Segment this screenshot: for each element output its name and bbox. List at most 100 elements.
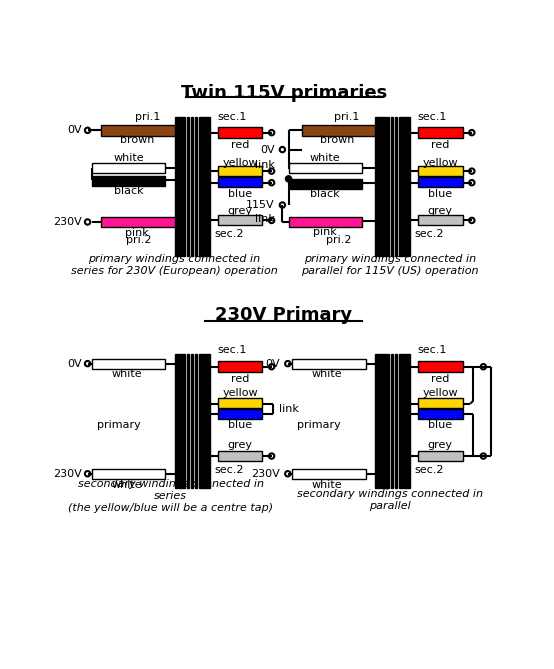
Text: secondary windings connected in
series
(the yellow/blue will be a centre tap): secondary windings connected in series (… — [68, 480, 273, 512]
Text: 230V Primary: 230V Primary — [216, 306, 352, 324]
Text: red: red — [231, 374, 249, 384]
Text: red: red — [431, 140, 449, 150]
Text: grey: grey — [428, 206, 453, 216]
Text: 0V: 0V — [67, 359, 81, 369]
Text: secondary windings connected in
parallel: secondary windings connected in parallel — [297, 489, 483, 510]
Text: white: white — [113, 153, 143, 163]
Text: primary: primary — [297, 420, 341, 430]
Bar — [218, 361, 263, 372]
Bar — [289, 217, 362, 227]
Text: sec.1: sec.1 — [218, 345, 247, 355]
Text: 230V: 230V — [53, 469, 81, 479]
Text: 230V: 230V — [252, 469, 280, 479]
Bar — [218, 177, 263, 187]
Bar — [293, 469, 366, 479]
Bar — [194, 117, 197, 256]
Bar — [187, 354, 189, 488]
Bar — [191, 354, 193, 488]
Text: brown: brown — [320, 134, 354, 145]
Bar — [301, 125, 375, 136]
Text: primary windings connected in
series for 230V (European) operation: primary windings connected in series for… — [71, 254, 278, 276]
Text: white: white — [111, 369, 142, 379]
Text: primary: primary — [96, 420, 140, 430]
Text: sec.1: sec.1 — [418, 345, 447, 355]
Bar — [391, 117, 393, 256]
Bar — [418, 398, 463, 408]
Bar — [418, 166, 463, 176]
Bar — [375, 117, 386, 256]
Text: sec.2: sec.2 — [214, 229, 244, 240]
Text: primary windings connected in
parallel for 115V (US) operation: primary windings connected in parallel f… — [301, 254, 479, 276]
Text: Twin 115V primaries: Twin 115V primaries — [181, 84, 387, 102]
Bar — [218, 398, 263, 408]
Bar — [199, 354, 210, 488]
Text: link: link — [279, 404, 299, 414]
Text: sec.2: sec.2 — [415, 465, 444, 475]
Text: grey: grey — [228, 206, 253, 216]
Bar — [218, 451, 263, 461]
Bar — [418, 177, 463, 187]
Bar — [418, 127, 463, 138]
Bar — [92, 176, 165, 186]
Bar — [92, 469, 165, 479]
Bar — [199, 117, 210, 256]
Bar — [289, 179, 362, 189]
Text: white: white — [312, 369, 342, 379]
Bar — [399, 117, 410, 256]
Circle shape — [285, 176, 291, 182]
Text: red: red — [231, 140, 249, 150]
Text: pri.2: pri.2 — [126, 235, 151, 246]
Text: brown: brown — [120, 134, 154, 145]
Bar — [418, 361, 463, 372]
Text: yellow: yellow — [222, 388, 258, 398]
Text: blue: blue — [228, 189, 252, 199]
Text: sec.2: sec.2 — [214, 465, 244, 475]
Bar — [218, 127, 263, 138]
Text: 115V: 115V — [246, 200, 275, 210]
Text: blue: blue — [428, 420, 452, 430]
Bar — [395, 354, 397, 488]
Text: pri.2: pri.2 — [326, 235, 351, 246]
Bar — [418, 451, 463, 461]
Bar — [418, 409, 463, 419]
Text: pink: pink — [125, 227, 148, 237]
Text: sec.2: sec.2 — [415, 229, 444, 240]
Text: pri.1: pri.1 — [135, 112, 160, 122]
Bar — [218, 215, 263, 225]
Bar — [194, 354, 197, 488]
Bar — [289, 163, 362, 173]
Bar — [92, 359, 165, 369]
Text: pri.1: pri.1 — [334, 112, 359, 122]
Text: black: black — [310, 189, 340, 199]
Text: yellow: yellow — [422, 159, 458, 169]
Bar — [191, 117, 193, 256]
Text: sec.1: sec.1 — [218, 112, 247, 122]
Bar — [175, 354, 186, 488]
Text: red: red — [431, 374, 449, 384]
Text: blue: blue — [428, 189, 452, 199]
Text: blue: blue — [228, 420, 252, 430]
Text: yellow: yellow — [422, 388, 458, 398]
Text: sec.1: sec.1 — [418, 112, 447, 122]
Bar — [92, 163, 165, 173]
Bar — [387, 354, 389, 488]
Text: white: white — [310, 153, 340, 163]
Bar — [187, 117, 189, 256]
Text: pink: pink — [313, 227, 337, 237]
Text: 0V: 0V — [265, 359, 280, 369]
Bar — [175, 117, 186, 256]
Bar — [101, 217, 175, 227]
Text: link: link — [255, 214, 275, 224]
Text: 0V: 0V — [67, 125, 81, 135]
Text: white: white — [312, 480, 342, 490]
Bar — [101, 125, 175, 136]
Text: black: black — [114, 186, 143, 196]
Bar — [293, 359, 366, 369]
Text: 230V: 230V — [53, 217, 81, 227]
Text: grey: grey — [428, 440, 453, 450]
Bar — [418, 215, 463, 225]
Bar — [218, 409, 263, 419]
Bar — [387, 117, 389, 256]
Text: white: white — [111, 480, 142, 490]
Bar — [375, 354, 386, 488]
